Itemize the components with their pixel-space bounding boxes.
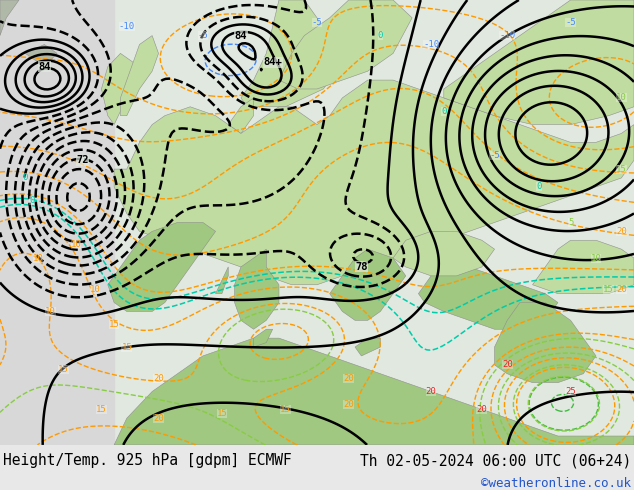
Polygon shape bbox=[108, 222, 216, 312]
Text: -5: -5 bbox=[198, 31, 208, 40]
Text: 20: 20 bbox=[616, 227, 626, 236]
Polygon shape bbox=[393, 231, 495, 276]
Text: 15: 15 bbox=[217, 409, 227, 418]
Text: 20: 20 bbox=[477, 405, 487, 414]
Polygon shape bbox=[355, 338, 380, 356]
Text: 10: 10 bbox=[33, 253, 43, 263]
Text: Th 02-05-2024 06:00 UTC (06+24): Th 02-05-2024 06:00 UTC (06+24) bbox=[359, 453, 631, 468]
Polygon shape bbox=[241, 0, 336, 107]
Text: 0: 0 bbox=[23, 173, 28, 182]
Text: 20: 20 bbox=[153, 414, 164, 423]
Text: 10: 10 bbox=[90, 285, 100, 294]
Text: 0: 0 bbox=[536, 182, 541, 192]
Text: -5: -5 bbox=[489, 151, 500, 160]
Text: 15: 15 bbox=[96, 405, 107, 414]
Polygon shape bbox=[25, 45, 57, 67]
Text: 15: 15 bbox=[109, 320, 119, 329]
Polygon shape bbox=[418, 267, 558, 329]
Text: ©weatheronline.co.uk: ©weatheronline.co.uk bbox=[481, 477, 631, 490]
Text: 0: 0 bbox=[378, 31, 383, 40]
Text: 72: 72 bbox=[76, 155, 89, 165]
Text: 10: 10 bbox=[591, 253, 601, 263]
Text: 10: 10 bbox=[616, 94, 626, 102]
Polygon shape bbox=[228, 98, 254, 133]
Text: 20: 20 bbox=[344, 374, 354, 383]
Polygon shape bbox=[235, 249, 279, 329]
Polygon shape bbox=[279, 0, 412, 89]
Text: 15: 15 bbox=[616, 165, 626, 173]
Text: -5: -5 bbox=[566, 18, 576, 27]
Text: 84: 84 bbox=[235, 30, 247, 41]
Text: 20: 20 bbox=[426, 387, 436, 396]
Text: -5: -5 bbox=[312, 18, 322, 27]
Polygon shape bbox=[533, 240, 634, 294]
Text: 20: 20 bbox=[616, 285, 626, 294]
Text: -10: -10 bbox=[119, 22, 135, 31]
Text: 84: 84 bbox=[38, 62, 51, 72]
Bar bbox=[0, 0, 114, 445]
Text: 15: 15 bbox=[604, 285, 614, 294]
Text: 15: 15 bbox=[280, 405, 290, 414]
Text: 84+: 84+ bbox=[263, 57, 282, 67]
Text: Height/Temp. 925 hPa [gdpm] ECMWF: Height/Temp. 925 hPa [gdpm] ECMWF bbox=[3, 453, 292, 468]
Text: 15: 15 bbox=[58, 365, 68, 374]
Text: 20: 20 bbox=[344, 400, 354, 409]
Polygon shape bbox=[114, 338, 634, 445]
Polygon shape bbox=[120, 36, 158, 116]
Polygon shape bbox=[0, 0, 19, 36]
Text: 0: 0 bbox=[441, 107, 446, 116]
Polygon shape bbox=[101, 53, 139, 124]
Text: 5: 5 bbox=[568, 218, 573, 227]
Text: 25: 25 bbox=[566, 387, 576, 396]
Polygon shape bbox=[216, 267, 228, 294]
Polygon shape bbox=[495, 302, 596, 383]
Text: 10: 10 bbox=[46, 307, 56, 316]
Text: 10: 10 bbox=[71, 240, 81, 249]
Text: 0: 0 bbox=[29, 196, 34, 205]
Polygon shape bbox=[330, 249, 406, 320]
Text: -10: -10 bbox=[423, 40, 439, 49]
Polygon shape bbox=[114, 80, 634, 285]
Text: 15: 15 bbox=[122, 343, 132, 351]
Text: 20: 20 bbox=[502, 360, 512, 369]
Polygon shape bbox=[444, 0, 634, 124]
Text: -10: -10 bbox=[499, 31, 515, 40]
Text: 78: 78 bbox=[355, 262, 368, 272]
Text: 20: 20 bbox=[153, 374, 164, 383]
Polygon shape bbox=[254, 329, 273, 347]
